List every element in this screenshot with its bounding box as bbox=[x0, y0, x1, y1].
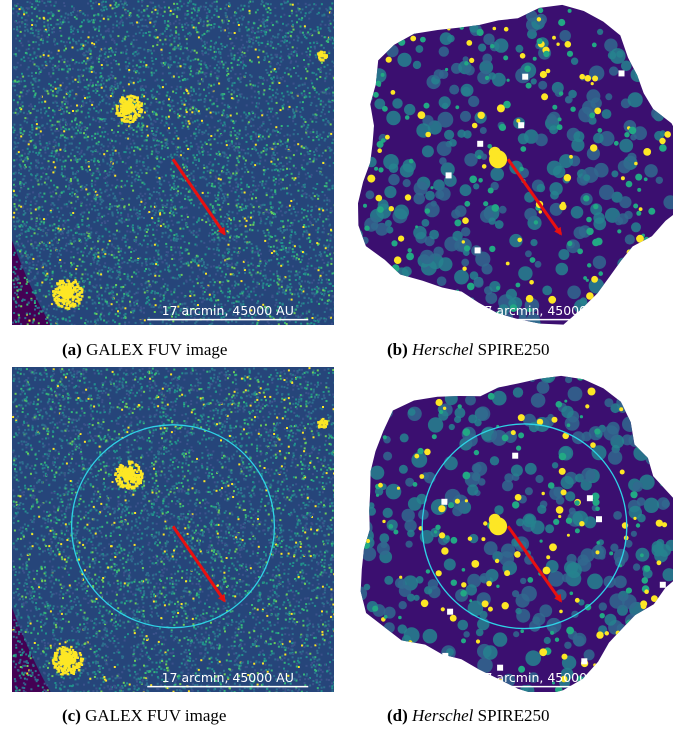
scale-bar-label: 17 arcmin, 45000 AU bbox=[477, 670, 609, 685]
region-circle bbox=[70, 424, 276, 629]
galex-image-c: 17 arcmin, 45000 AU bbox=[12, 367, 334, 692]
motion-arrow bbox=[506, 158, 563, 236]
motion-arrow bbox=[506, 525, 563, 603]
caption-c-text: GALEX FUV image bbox=[85, 706, 227, 725]
galex-fuv-image-panel-c: 17 arcmin, 45000 AU bbox=[12, 367, 334, 692]
scale-bar-label: 17 arcmin, 45000 AU bbox=[477, 303, 609, 318]
motion-arrow bbox=[171, 525, 226, 603]
herschel-spire250-panel-b: 17 arcmin, 45000 AU bbox=[343, 0, 673, 325]
herschel-image-b: 17 arcmin, 45000 AU bbox=[343, 0, 673, 325]
caption-b-italic: Herschel bbox=[412, 340, 474, 359]
caption-b: (b) Herschel SPIRE250 bbox=[387, 340, 549, 360]
caption-a-label: (a) bbox=[62, 340, 82, 359]
caption-a: (a) GALEX FUV image bbox=[62, 340, 227, 360]
galex-fuv-image-panel-a: 17 arcmin, 45000 AU bbox=[12, 0, 334, 325]
herschel-image-d: 17 arcmin, 45000 AU bbox=[343, 367, 673, 692]
caption-c-label: (c) bbox=[62, 706, 81, 725]
caption-d-italic: Herschel bbox=[412, 706, 474, 725]
caption-d-label: (d) bbox=[387, 706, 408, 725]
caption-d-text: SPIRE250 bbox=[473, 706, 550, 725]
motion-arrow bbox=[171, 158, 226, 236]
region-circle bbox=[421, 423, 628, 630]
scale-bar-label: 17 arcmin, 45000 AU bbox=[162, 303, 294, 318]
galex-image-a: 17 arcmin, 45000 AU bbox=[12, 0, 334, 325]
caption-b-label: (b) bbox=[387, 340, 408, 359]
caption-a-text: GALEX FUV image bbox=[86, 340, 228, 359]
herschel-spire250-panel-d: 17 arcmin, 45000 AU bbox=[343, 367, 673, 692]
caption-d: (d) Herschel SPIRE250 bbox=[387, 706, 549, 726]
caption-c: (c) GALEX FUV image bbox=[62, 706, 226, 726]
scale-bar-label: 17 arcmin, 45000 AU bbox=[162, 670, 294, 685]
caption-b-text: SPIRE250 bbox=[473, 340, 550, 359]
